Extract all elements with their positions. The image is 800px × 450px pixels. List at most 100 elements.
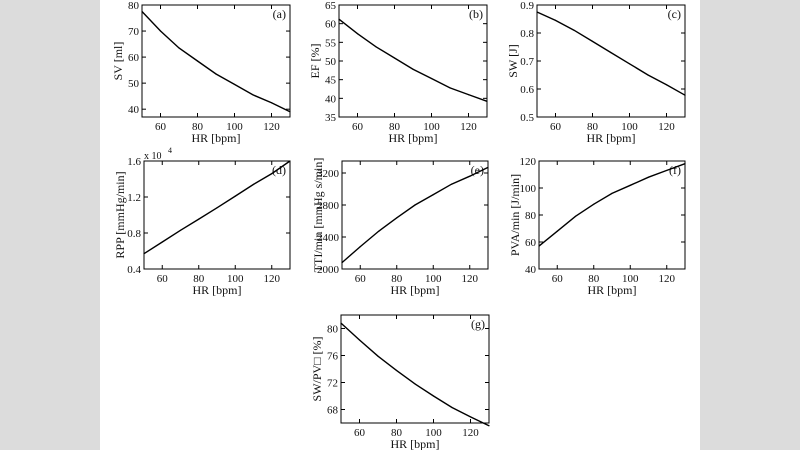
x-tick-label: 80 bbox=[588, 273, 600, 285]
x-tick-label: 60 bbox=[354, 427, 366, 439]
x-tick-label: 60 bbox=[550, 121, 562, 133]
y-tick-label: 60 bbox=[128, 52, 140, 64]
plot-frame bbox=[341, 160, 489, 270]
data-point bbox=[234, 195, 236, 197]
x-tick-label: 60 bbox=[355, 273, 367, 285]
chart-panel: 60 80 100 120 0.5 0.6 0.7 0.8 0.9 HR [bpm] SW [J] (… bbox=[506, 0, 686, 145]
series-line bbox=[141, 11, 291, 113]
data-point bbox=[647, 176, 650, 178]
data-point bbox=[359, 246, 361, 248]
series-line bbox=[341, 166, 489, 264]
data-point bbox=[430, 77, 433, 80]
plot-frame bbox=[143, 160, 291, 270]
y-tick-label: 100 bbox=[520, 183, 537, 195]
y-tick-label: 2800 bbox=[317, 200, 340, 212]
x-tick-label: 100 bbox=[621, 121, 638, 133]
y-tick-label: 65 bbox=[325, 0, 337, 12]
data-point bbox=[159, 30, 162, 32]
y-tick-label: 40 bbox=[525, 264, 537, 276]
data-point bbox=[432, 194, 434, 196]
x-axis-label: HR [bpm] bbox=[192, 131, 241, 145]
y-tick-label: 0.8 bbox=[127, 228, 141, 240]
data-point bbox=[216, 207, 218, 209]
plot-frame bbox=[338, 4, 488, 118]
left-letterbox-band bbox=[0, 0, 100, 450]
y-tick-label: 0.8 bbox=[520, 28, 534, 40]
y-tick-label: 35 bbox=[325, 112, 337, 124]
panel-label: (g) bbox=[471, 317, 485, 331]
data-point bbox=[574, 215, 577, 217]
y-axis-label: RPP [mmHg/min] bbox=[113, 171, 127, 258]
y-axis-label: SW/PV□ [%] bbox=[310, 337, 324, 402]
y-tick-label: 0.4 bbox=[127, 264, 141, 276]
x-tick-label: 80 bbox=[193, 273, 205, 285]
y-tick-label: 40 bbox=[128, 104, 140, 116]
x-tick-label: 100 bbox=[423, 121, 440, 133]
data-point bbox=[629, 184, 631, 186]
data-point bbox=[647, 74, 649, 76]
data-point bbox=[289, 160, 291, 162]
data-point bbox=[338, 18, 340, 20]
data-point bbox=[665, 84, 668, 86]
data-point bbox=[684, 94, 686, 96]
data-point bbox=[556, 230, 558, 232]
right-letterbox-band bbox=[700, 0, 800, 450]
x-tick-label: 120 bbox=[462, 427, 479, 439]
data-point bbox=[198, 218, 200, 220]
x-tick-label: 60 bbox=[552, 273, 564, 285]
x-tick-label: 80 bbox=[587, 121, 599, 133]
plot-frame bbox=[141, 4, 291, 118]
data-point bbox=[233, 83, 236, 86]
data-point bbox=[573, 29, 575, 31]
y-tick-label: 0.6 bbox=[520, 84, 534, 96]
data-point bbox=[252, 94, 254, 96]
data-point bbox=[591, 40, 594, 43]
y-tick-label: 80 bbox=[128, 0, 140, 12]
data-point bbox=[377, 355, 379, 357]
y-tick-label: 0.7 bbox=[520, 56, 534, 68]
x-tick-label: 100 bbox=[226, 121, 243, 133]
data-point bbox=[628, 63, 631, 65]
data-point bbox=[451, 406, 453, 409]
data-point bbox=[538, 245, 540, 247]
x-tick-label: 100 bbox=[425, 427, 442, 439]
y-axis-label: SV [ml] bbox=[111, 42, 125, 81]
data-point bbox=[141, 10, 143, 13]
x-axis-label: HR [bpm] bbox=[588, 283, 637, 297]
x-tick-label: 60 bbox=[155, 121, 167, 133]
x-tick-label: 120 bbox=[658, 121, 675, 133]
data-point bbox=[375, 46, 377, 48]
x-tick-label: 80 bbox=[192, 121, 204, 133]
x-tick-label: 80 bbox=[389, 121, 401, 133]
data-point bbox=[432, 395, 435, 397]
y-axis-label: EF [%] bbox=[308, 44, 322, 79]
data-point bbox=[179, 229, 182, 231]
data-point bbox=[271, 173, 273, 175]
y-tick-label: 70 bbox=[128, 26, 140, 38]
x-axis-label: HR [bpm] bbox=[587, 131, 636, 145]
series-line bbox=[536, 11, 686, 96]
y-tick-label: 45 bbox=[325, 75, 337, 87]
y-tick-label: 0.5 bbox=[520, 112, 534, 124]
data-point bbox=[684, 163, 686, 165]
data-point bbox=[396, 217, 398, 219]
chart-panel: 60 80 100 120 0.4 0.8 1.2 1.6 HR [bpm] RPP [mmHg/… bbox=[113, 146, 291, 297]
y-tick-label: 68 bbox=[327, 405, 339, 417]
data-point bbox=[215, 73, 217, 75]
y-axis-label: PVA/min [J/min] bbox=[508, 174, 522, 256]
y-tick-label: 120 bbox=[520, 156, 537, 168]
data-point bbox=[467, 94, 470, 96]
panel-label: (a) bbox=[273, 7, 286, 21]
series-line bbox=[340, 322, 490, 427]
data-point bbox=[666, 169, 668, 172]
panel-label: (b) bbox=[469, 7, 483, 21]
data-point bbox=[377, 230, 380, 232]
x-tick-label: 100 bbox=[622, 273, 639, 285]
data-point bbox=[611, 192, 613, 194]
data-point bbox=[358, 339, 361, 341]
data-point bbox=[196, 60, 199, 62]
y-tick-label: 50 bbox=[325, 56, 337, 68]
x-axis-label: HR [bpm] bbox=[391, 437, 440, 450]
y-tick-label: 2000 bbox=[317, 264, 340, 276]
